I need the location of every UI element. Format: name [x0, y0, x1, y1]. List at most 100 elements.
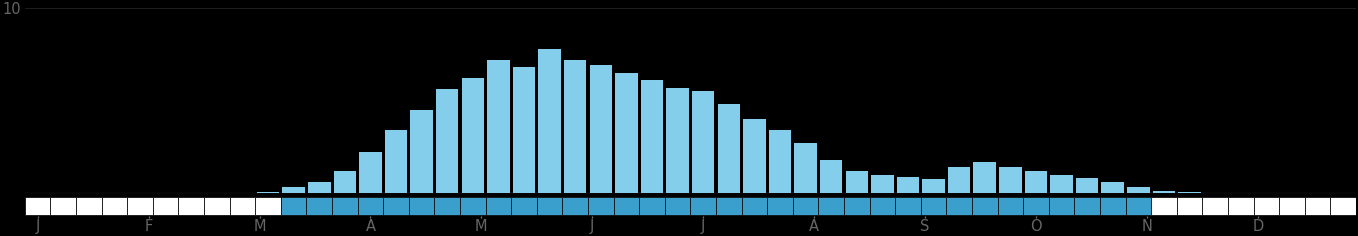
Bar — [1127, 186, 1150, 193]
Bar — [1253, 197, 1279, 215]
Bar — [409, 197, 435, 215]
Bar — [128, 197, 153, 215]
Bar — [257, 192, 280, 193]
Bar — [384, 130, 407, 193]
Bar — [153, 197, 178, 215]
Bar — [921, 197, 947, 215]
Text: F: F — [144, 219, 152, 234]
Bar — [333, 197, 357, 215]
Bar — [1305, 197, 1331, 215]
Bar — [843, 197, 869, 215]
Bar — [869, 197, 895, 215]
Bar — [1153, 191, 1175, 193]
Bar — [870, 174, 894, 193]
Bar — [308, 182, 330, 193]
Text: S: S — [921, 219, 930, 234]
Bar — [667, 88, 689, 193]
Bar — [998, 197, 1023, 215]
Bar — [511, 197, 536, 215]
Bar — [846, 171, 868, 193]
Text: M: M — [254, 219, 266, 234]
Bar — [281, 197, 307, 215]
Text: O: O — [1031, 219, 1042, 234]
Text: J: J — [701, 219, 705, 234]
Bar — [641, 80, 663, 193]
Bar — [819, 197, 843, 215]
Bar — [538, 49, 561, 193]
Bar — [204, 197, 230, 215]
Bar — [1025, 171, 1047, 193]
Text: N: N — [1141, 219, 1152, 234]
Bar — [1076, 178, 1099, 193]
Bar — [640, 197, 665, 215]
Text: A: A — [809, 219, 819, 234]
Bar — [1048, 197, 1074, 215]
Bar — [741, 197, 767, 215]
Bar — [693, 91, 714, 193]
Bar — [767, 197, 793, 215]
Bar — [1050, 174, 1073, 193]
Bar — [562, 197, 588, 215]
Bar — [1152, 197, 1177, 215]
Bar — [436, 89, 459, 193]
Bar — [589, 65, 612, 193]
Bar — [460, 197, 486, 215]
Bar — [972, 197, 998, 215]
Bar — [357, 197, 383, 215]
Bar — [76, 197, 102, 215]
Bar — [1126, 197, 1152, 215]
Bar — [974, 162, 995, 193]
Bar — [820, 160, 842, 193]
Bar — [1179, 192, 1200, 193]
Bar — [488, 60, 509, 193]
Bar — [486, 197, 511, 215]
Bar — [383, 197, 409, 215]
Bar — [564, 60, 587, 193]
Bar — [307, 197, 333, 215]
Bar — [536, 197, 562, 215]
Bar — [665, 197, 690, 215]
Bar — [922, 179, 945, 193]
Bar — [1100, 197, 1126, 215]
Bar — [690, 197, 716, 215]
Bar — [1023, 197, 1048, 215]
Text: J: J — [35, 219, 39, 234]
Bar — [999, 167, 1021, 193]
Bar — [615, 73, 638, 193]
Bar — [743, 119, 766, 193]
Bar — [1228, 197, 1253, 215]
Bar — [230, 197, 255, 215]
Bar — [410, 110, 433, 193]
Bar — [794, 143, 818, 193]
Bar — [895, 197, 921, 215]
Bar — [178, 197, 204, 215]
Bar — [435, 197, 460, 215]
Bar — [896, 177, 919, 193]
Bar — [717, 104, 740, 193]
Bar — [462, 78, 483, 193]
Text: D: D — [1252, 219, 1263, 234]
Bar — [1074, 197, 1100, 215]
Bar — [513, 67, 535, 193]
Bar — [50, 197, 76, 215]
Bar — [614, 197, 640, 215]
Bar — [793, 197, 819, 215]
Bar — [1331, 197, 1355, 215]
Bar — [769, 130, 792, 193]
Bar — [947, 197, 972, 215]
Bar — [588, 197, 614, 215]
Bar — [102, 197, 128, 215]
Bar — [1202, 197, 1228, 215]
Bar — [282, 187, 306, 193]
Text: A: A — [365, 219, 375, 234]
Text: J: J — [591, 219, 595, 234]
Bar — [359, 152, 382, 193]
Bar — [1101, 182, 1124, 193]
Text: M: M — [475, 219, 488, 234]
Bar — [1279, 197, 1305, 215]
Bar — [255, 197, 281, 215]
Bar — [948, 167, 971, 193]
Bar — [334, 171, 356, 193]
Bar — [1177, 197, 1202, 215]
Bar — [24, 197, 50, 215]
